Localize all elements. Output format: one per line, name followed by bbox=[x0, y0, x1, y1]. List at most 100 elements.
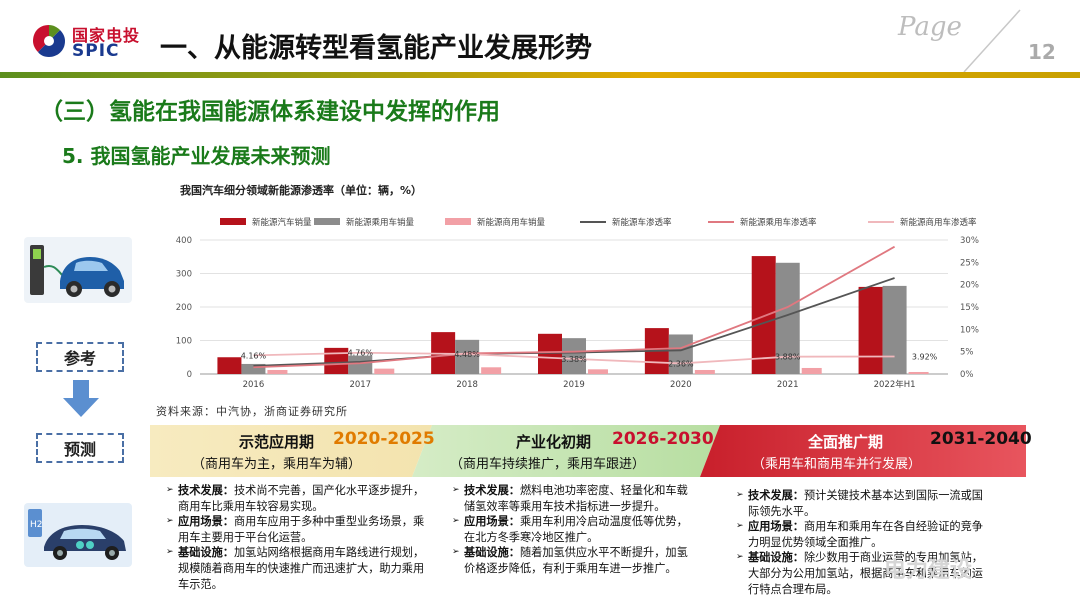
spic-logo-icon bbox=[33, 25, 65, 57]
bar-3 bbox=[801, 367, 822, 374]
bar-3 bbox=[694, 369, 715, 374]
phase-2-years: 2026-2030 bbox=[612, 429, 714, 449]
logo-chinese-text: 国家电投 bbox=[72, 26, 141, 45]
phase-1-band bbox=[150, 425, 432, 477]
phase-2-title: 产业化初期 bbox=[516, 433, 592, 451]
phase-3-years: 2031-2040 bbox=[930, 429, 1032, 449]
x-tick-label: 2019 bbox=[563, 380, 585, 390]
section-title: （三）氢能在我国能源体系建设中发挥的作用 bbox=[40, 99, 500, 125]
watermark: 电力建设 bbox=[884, 558, 973, 583]
legend-swatch bbox=[314, 218, 340, 225]
x-tick-label: 2017 bbox=[349, 380, 371, 390]
phase-3-subtitle: （乘用车和商用车并行发展） bbox=[752, 457, 922, 472]
x-tick-label: 2020 bbox=[670, 380, 692, 390]
legend-swatch bbox=[220, 218, 246, 225]
phase-2-item-scene: 应用场景：乘用车利用冷启动温度低等优势，在北方冬季寒冷地区推广。 bbox=[452, 514, 688, 545]
point-label: 4.16% bbox=[241, 351, 267, 360]
arrow-down-icon bbox=[63, 380, 99, 417]
phase-2-band bbox=[412, 425, 720, 477]
legend-label: 新能源商用车渗透率 bbox=[900, 217, 977, 228]
phase-1-years: 2020-2025 bbox=[333, 429, 435, 449]
bar-3 bbox=[267, 369, 288, 374]
y-left-tick: 400 bbox=[176, 236, 192, 246]
point-label: 4.76% bbox=[348, 349, 374, 358]
phase-2-subtitle: （商用车持续推广，乘用车跟进） bbox=[450, 457, 646, 472]
y-left-tick: 100 bbox=[176, 337, 192, 347]
phase-3-title: 全面推广期 bbox=[808, 433, 884, 451]
penetration-chart: 新能源汽车销量 新能源乘用车销量 新能源商用车销量 新能源车渗透率 新能源乘用车渗透率 新… bbox=[176, 217, 979, 390]
electric-car-icon bbox=[24, 237, 132, 303]
reference-label: 参考 bbox=[63, 349, 96, 368]
phase-3-item-scene: 应用场景：商用车和乘用车在各自经验证的竞争力明显优势领域全面推广。 bbox=[736, 519, 990, 550]
source-note: 资料来源：中汽协，浙商证券研究所 bbox=[156, 405, 348, 418]
legend-swatch bbox=[445, 218, 471, 225]
phase-1-subtitle: （商用车为主，乘用车为辅） bbox=[192, 457, 362, 472]
phase-3-details: 技术发展：预计关键技术基本达到国际一流或国际领先水平。 应用场景：商用车和乘用车… bbox=[736, 488, 990, 597]
page-number: 12 bbox=[1028, 40, 1056, 64]
bar-2 bbox=[241, 363, 266, 374]
sub-title: 5. 我国氢能产业发展未来预测 bbox=[62, 144, 331, 168]
y-left-tick: 0 bbox=[187, 370, 192, 380]
bar-3 bbox=[374, 368, 395, 374]
y-left-tick: 200 bbox=[176, 303, 192, 313]
legend-label: 新能源汽车销量 bbox=[252, 217, 312, 228]
reference-label-box: 参考 bbox=[36, 342, 124, 372]
y-left-tick: 300 bbox=[176, 270, 192, 280]
phase-3-item-tech: 技术发展：预计关键技术基本达到国际一流或国际领先水平。 bbox=[736, 488, 990, 519]
series-line-2 bbox=[253, 245, 896, 369]
point-label: 3.92% bbox=[912, 352, 938, 361]
bar-2 bbox=[668, 334, 693, 374]
x-tick-label: 2021 bbox=[777, 380, 799, 390]
bar-3 bbox=[588, 369, 608, 374]
y-right-tick: 15% bbox=[960, 303, 979, 313]
bar-1 bbox=[751, 256, 776, 374]
phase-1-item-tech: 技术发展：技术尚不完善，国产化水平逐步提升，商用车比乘用车较容易实现。 bbox=[166, 483, 428, 514]
bar-1 bbox=[538, 333, 562, 374]
phase-1-details: 技术发展：技术尚不完善，国产化水平逐步提升，商用车比乘用车较容易实现。 应用场景… bbox=[166, 483, 428, 592]
slide-title: 一、从能源转型看氢能产业发展形势 bbox=[160, 33, 592, 64]
forecast-label: 预测 bbox=[63, 440, 96, 459]
phase-1-title: 示范应用期 bbox=[239, 433, 315, 451]
logo-english-text: SPIC bbox=[72, 41, 120, 61]
phase-1-item-scene: 应用场景：商用车应用于多种中重型业务场景，乘用车主要用于平台化运营。 bbox=[166, 514, 428, 545]
bar-1 bbox=[858, 286, 883, 374]
hydrogen-car-icon: H2 bbox=[24, 503, 132, 567]
point-label: 3.38% bbox=[561, 355, 587, 364]
phase-3-band bbox=[700, 425, 1026, 477]
bar-1 bbox=[217, 357, 242, 374]
bar-3 bbox=[481, 367, 502, 374]
legend-label: 新能源商用车销量 bbox=[477, 217, 546, 228]
phase-2-item-tech: 技术发展：燃料电池功率密度、轻量化和车载储氢效率等乘用车技术指标进一步提升。 bbox=[452, 483, 688, 514]
y-right-tick: 20% bbox=[960, 281, 979, 291]
phase-1-item-infra: 基础设施：加氢站网络根据商用车路线进行规划，规模随着商用车的快速推广而迅速扩大，… bbox=[166, 545, 428, 592]
legend-label: 新能源乘用车销量 bbox=[346, 217, 415, 228]
x-tick-label: 2018 bbox=[456, 380, 478, 390]
phase-2-item-infra: 基础设施：随着加氢供应水平不断提升，加氢价格逐步降低，有利于乘用车进一步推广。 bbox=[452, 545, 688, 576]
bar-2 bbox=[882, 285, 907, 374]
phase-banner bbox=[150, 425, 1026, 477]
page-slash-decoration bbox=[963, 9, 1021, 73]
chart-title: 我国汽车细分领域新能源渗透率（单位：辆，%） bbox=[180, 184, 423, 197]
x-tick-label: 2016 bbox=[243, 380, 265, 390]
legend-label: 新能源乘用车渗透率 bbox=[740, 217, 817, 228]
bar-2 bbox=[455, 339, 480, 374]
y-right-tick: 0% bbox=[960, 370, 974, 380]
point-label: 4.48% bbox=[454, 350, 480, 359]
phase-3-item-infra: 基础设施：除少数用于商业运营的专用加氢站，大部分为公用加氢站，根据商用车和乘用车… bbox=[736, 550, 990, 597]
y-right-tick: 30% bbox=[960, 236, 979, 246]
point-label: 2.36% bbox=[668, 359, 694, 368]
legend-label: 新能源车渗透率 bbox=[612, 217, 672, 228]
x-tick-label: 2022年H1 bbox=[874, 379, 916, 390]
phase-2-details: 技术发展：燃料电池功率密度、轻量化和车载储氢效率等乘用车技术指标进一步提升。 应… bbox=[452, 483, 688, 577]
y-right-tick: 5% bbox=[960, 348, 974, 358]
bar-1 bbox=[324, 347, 349, 374]
bar-2 bbox=[562, 338, 586, 374]
point-label: 3.88% bbox=[775, 353, 801, 362]
bar-2 bbox=[348, 355, 373, 374]
y-right-tick: 25% bbox=[960, 258, 979, 268]
svg-text:H2: H2 bbox=[30, 520, 43, 530]
forecast-label-box: 预测 bbox=[36, 433, 124, 463]
y-right-tick: 10% bbox=[960, 325, 979, 335]
series-line-3 bbox=[253, 351, 895, 365]
header: 国家电投 SPIC 一、从能源转型看氢能产业发展形势 Page 12 bbox=[0, 0, 1080, 80]
